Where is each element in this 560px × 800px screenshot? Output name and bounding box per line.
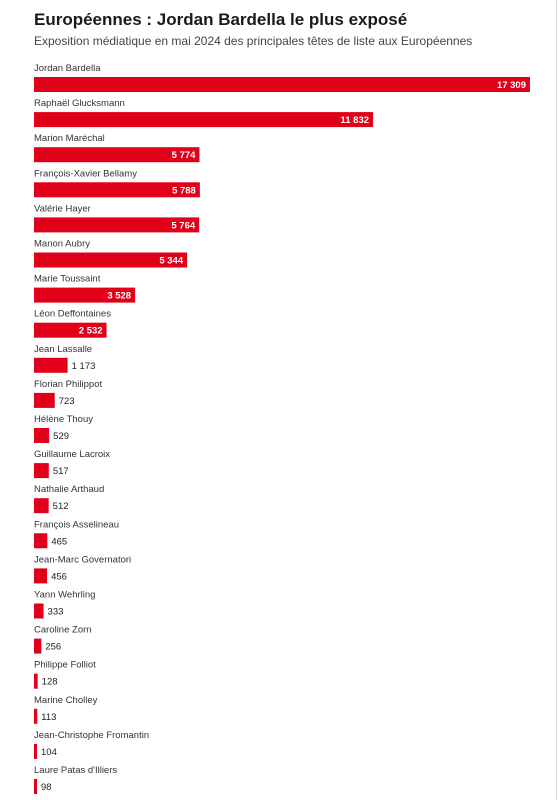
value-label: 1 173 bbox=[72, 361, 96, 372]
category-label: Nathalie Arthaud bbox=[34, 484, 104, 495]
value-label: 5 774 bbox=[172, 150, 196, 161]
value-label: 517 bbox=[53, 466, 69, 477]
category-label: François Asselineau bbox=[34, 519, 119, 530]
value-label: 456 bbox=[51, 571, 67, 582]
category-label: Yann Wehrling bbox=[34, 590, 95, 601]
bar bbox=[34, 743, 37, 759]
category-label: Jean-Marc Governatori bbox=[34, 554, 131, 565]
bar bbox=[34, 533, 48, 549]
bar bbox=[34, 638, 42, 654]
bar bbox=[34, 147, 200, 163]
bar bbox=[34, 112, 374, 128]
chart-subtitle: Exposition médiatique en mai 2024 des pr… bbox=[34, 34, 473, 48]
bar bbox=[34, 779, 37, 794]
category-label: Marion Maréchal bbox=[34, 133, 105, 144]
bar bbox=[34, 673, 38, 689]
value-label: 3 528 bbox=[107, 291, 131, 302]
bar bbox=[34, 287, 136, 303]
bar bbox=[34, 182, 200, 198]
chart-frame: Européennes : Jordan Bardella le plus ex… bbox=[20, 0, 557, 800]
category-label: Laure Patas d'Illiers bbox=[34, 765, 117, 776]
value-label: 333 bbox=[48, 607, 64, 618]
category-label: Léon Deffontaines bbox=[34, 309, 111, 320]
category-label: Manon Aubry bbox=[34, 239, 90, 250]
value-label: 512 bbox=[53, 501, 69, 512]
category-label: Valérie Hayer bbox=[34, 203, 91, 214]
category-label: Marie Toussaint bbox=[34, 274, 101, 285]
category-label: François-Xavier Bellamy bbox=[34, 168, 137, 179]
value-label: 5 344 bbox=[159, 256, 183, 267]
value-label: 2 532 bbox=[79, 326, 103, 337]
category-label: Jean Lassalle bbox=[34, 344, 92, 355]
bar bbox=[34, 603, 44, 619]
value-label: 17 309 bbox=[497, 80, 526, 91]
value-label: 104 bbox=[41, 747, 57, 758]
chart-title: Européennes : Jordan Bardella le plus ex… bbox=[34, 10, 408, 29]
value-label: 98 bbox=[41, 782, 52, 793]
bar bbox=[34, 392, 55, 408]
value-label: 11 832 bbox=[341, 115, 370, 126]
value-label: 529 bbox=[53, 431, 69, 442]
category-label: Philippe Folliot bbox=[34, 660, 96, 671]
bar-chart: Jordan Bardella 17 309 Raphaël Glucksmann 1… bbox=[34, 63, 530, 794]
bar bbox=[34, 498, 49, 514]
value-label: 465 bbox=[51, 536, 67, 547]
bar bbox=[34, 322, 107, 338]
bar bbox=[34, 463, 49, 479]
bar bbox=[34, 708, 38, 724]
bar bbox=[34, 428, 50, 443]
category-label: Jean-Christophe Fromantin bbox=[34, 730, 149, 741]
bar bbox=[34, 357, 68, 373]
category-label: Marine Cholley bbox=[34, 695, 98, 706]
value-label: 128 bbox=[42, 677, 58, 688]
category-label: Caroline Zorn bbox=[34, 625, 92, 636]
value-label: 5 764 bbox=[171, 220, 195, 231]
bar bbox=[34, 77, 530, 92]
category-label: Jordan Bardella bbox=[34, 63, 101, 74]
category-label: Florian Philippot bbox=[34, 379, 102, 390]
category-label: Hélène Thouy bbox=[34, 414, 93, 425]
bar bbox=[34, 252, 188, 268]
category-label: Guillaume Lacroix bbox=[34, 449, 110, 460]
category-label: Raphaël Glucksmann bbox=[34, 98, 125, 109]
value-label: 256 bbox=[45, 642, 61, 653]
bar bbox=[34, 568, 48, 584]
bar bbox=[34, 217, 200, 233]
value-label: 723 bbox=[59, 396, 75, 407]
value-label: 113 bbox=[41, 712, 56, 723]
value-label: 5 788 bbox=[172, 185, 196, 196]
